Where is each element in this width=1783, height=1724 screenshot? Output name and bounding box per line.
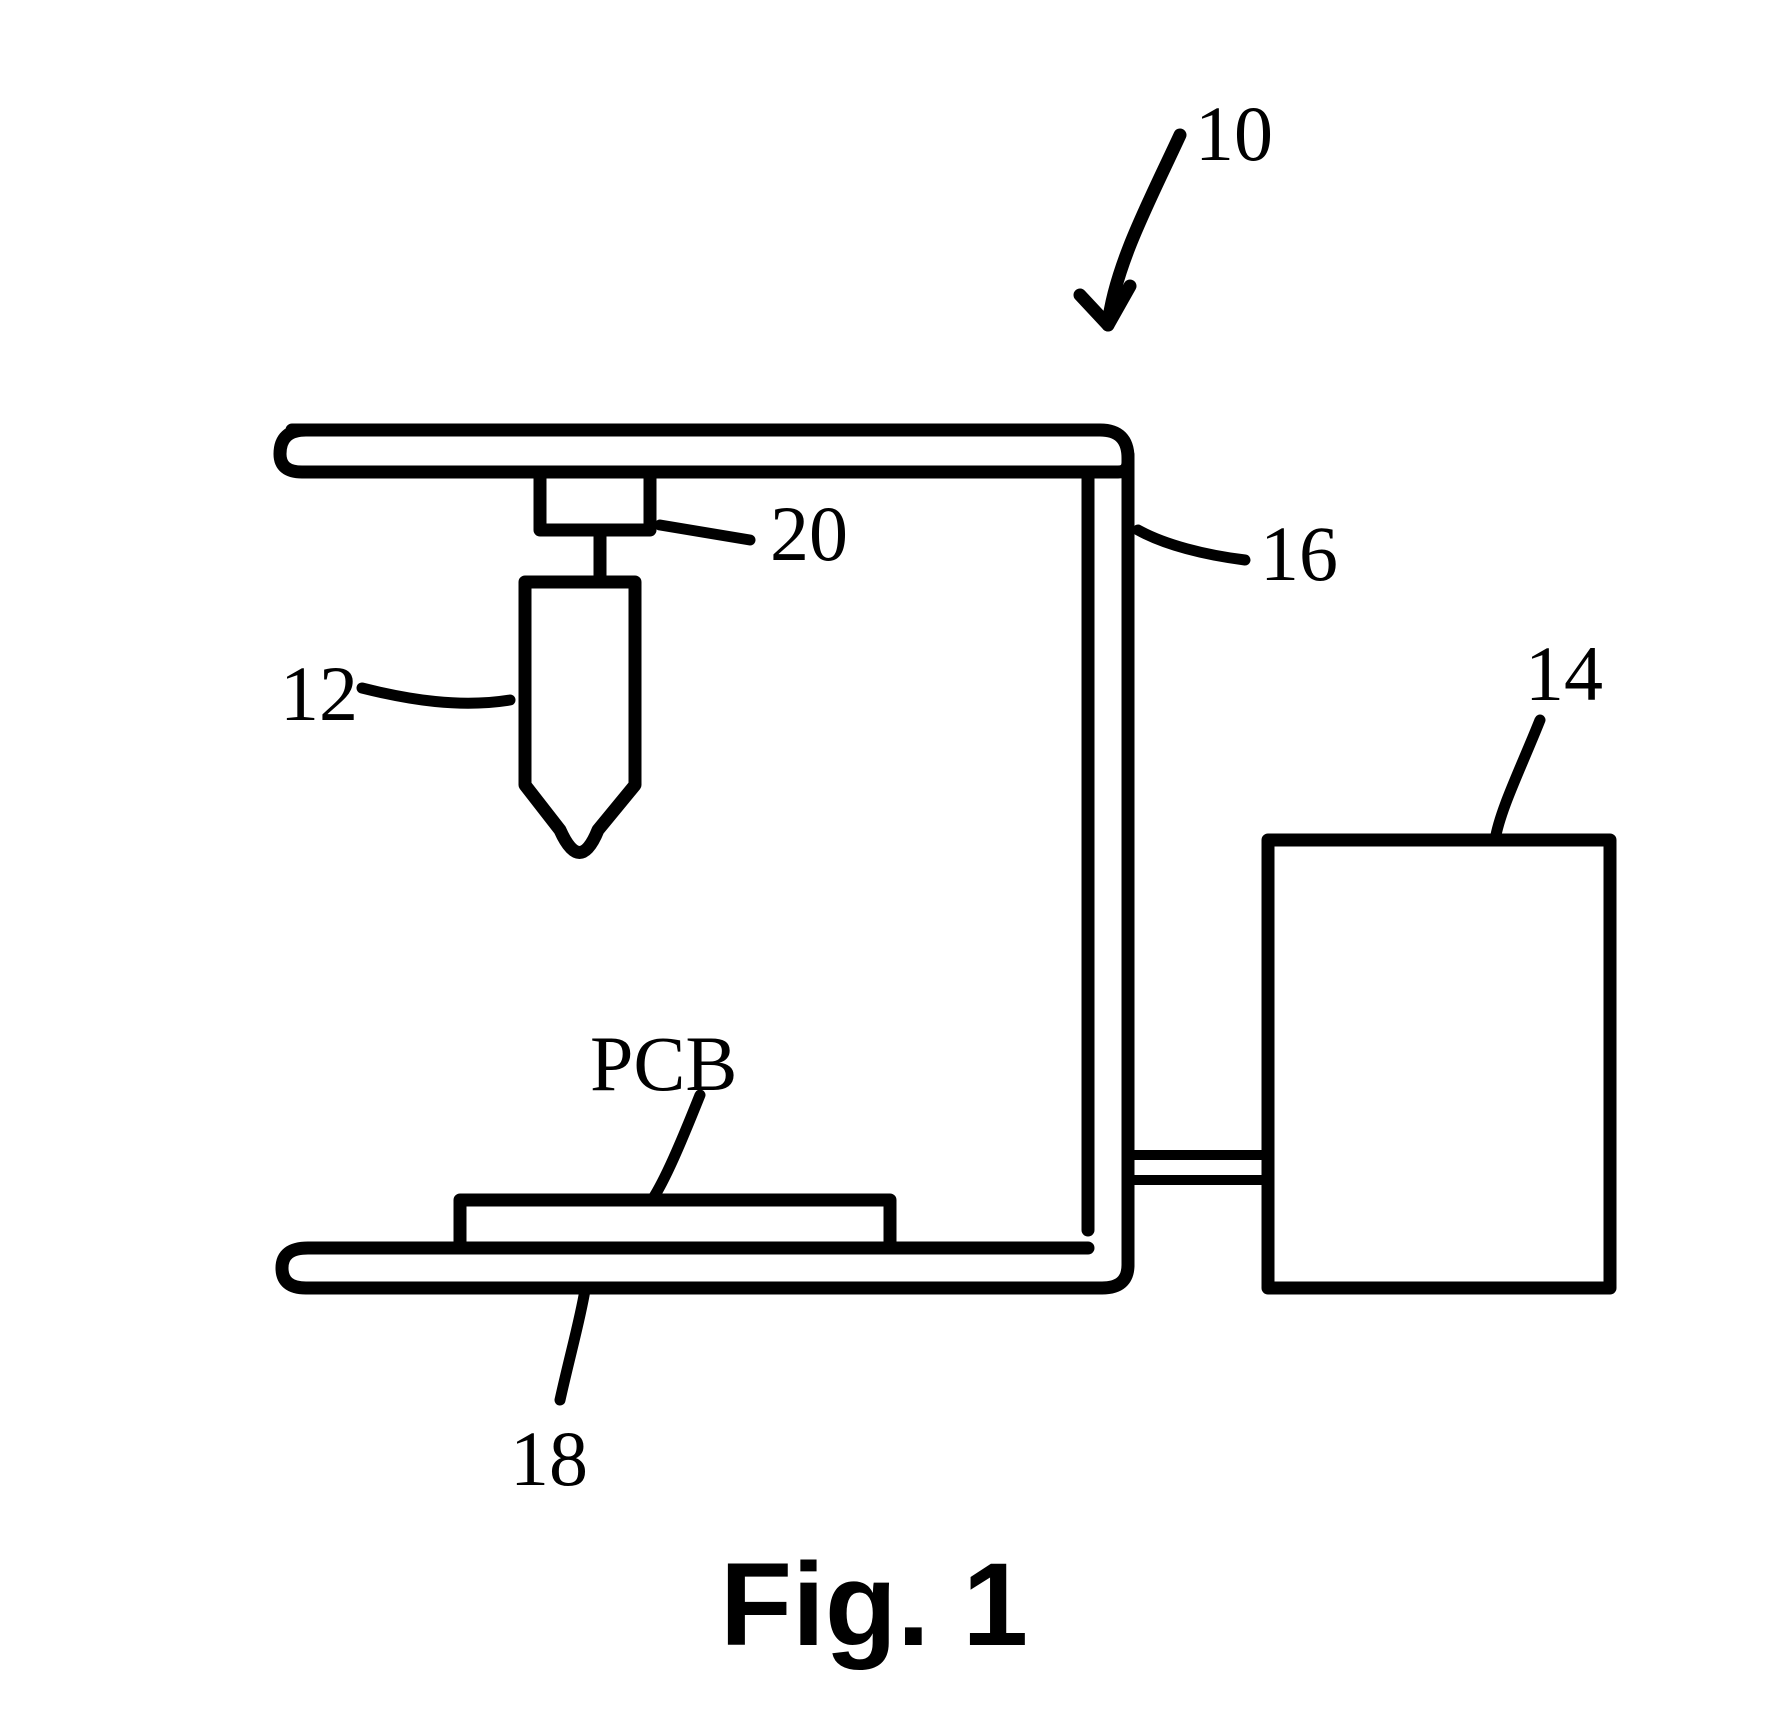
figure-caption: Fig. 1 bbox=[720, 1539, 1028, 1671]
leader-16 bbox=[1138, 530, 1245, 560]
pcb-board bbox=[460, 1200, 890, 1248]
label-16: 16 bbox=[1260, 510, 1338, 597]
label-10: 10 bbox=[1195, 90, 1273, 177]
leader-12 bbox=[362, 688, 510, 703]
leader-14 bbox=[1495, 720, 1540, 840]
dispense-head bbox=[525, 582, 635, 853]
leader-pcb bbox=[652, 1095, 700, 1200]
label-12: 12 bbox=[280, 650, 358, 737]
label-20: 20 bbox=[770, 490, 848, 577]
leader-18 bbox=[560, 1290, 585, 1400]
leader-20 bbox=[660, 525, 750, 540]
label-pcb: PCB bbox=[590, 1020, 737, 1107]
control-box bbox=[1268, 840, 1610, 1288]
control-link bbox=[1128, 1155, 1268, 1180]
label-14: 14 bbox=[1525, 630, 1603, 717]
gantry-frame bbox=[280, 430, 1128, 1288]
head-bracket bbox=[540, 472, 650, 582]
label-18: 18 bbox=[510, 1415, 588, 1502]
